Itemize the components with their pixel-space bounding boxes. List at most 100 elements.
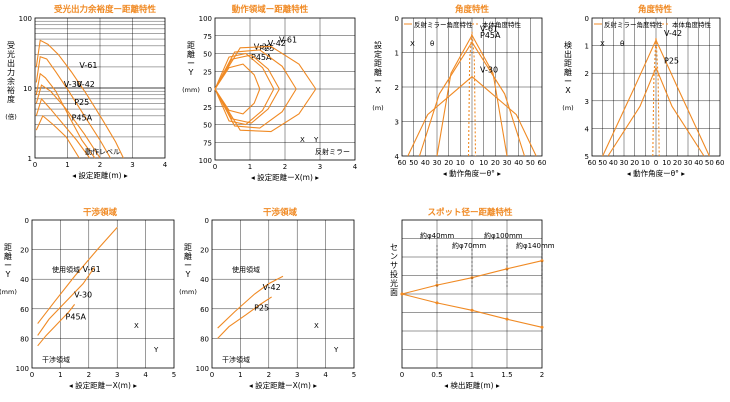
data-point: [470, 308, 474, 312]
series-line: [35, 114, 80, 159]
x-tick-label: 60: [588, 159, 597, 167]
y-tick-label: 4: [395, 153, 400, 161]
x-tick-label: 3: [318, 163, 322, 171]
svg-text:受: 受: [7, 40, 15, 50]
data-point: [400, 292, 404, 296]
y-tick-label: 50: [203, 122, 212, 130]
annotation-text: 約φ140mm: [516, 241, 555, 250]
series-line: [214, 88, 317, 133]
series-line: [217, 275, 284, 329]
x-axis-label: ◂ 動作角度ーθ° ▸: [627, 168, 685, 178]
x-tick-label: 30: [433, 159, 442, 167]
series-line: [37, 304, 76, 347]
series-line: [652, 37, 660, 157]
series-label: P25: [664, 57, 679, 66]
y-axis-unit: (mm): [0, 288, 17, 296]
plot-frame: [31, 219, 175, 369]
x-axis-label: ◂ 検出距離(m) ▸: [444, 380, 500, 390]
series-line: [407, 75, 537, 157]
svg-text:出: 出: [564, 49, 572, 59]
x-tick-label: 0: [210, 371, 214, 379]
x-tick-label: 60: [398, 159, 407, 167]
y-tick-label: 75: [203, 139, 212, 147]
x-tick-label: 0.5: [431, 371, 442, 379]
data-point: [435, 301, 439, 305]
x-tick-label: 20: [491, 159, 500, 167]
y-tick-label: 100: [16, 365, 29, 373]
annotation-text: 干渉領域: [222, 355, 250, 364]
series-line: [214, 88, 280, 124]
x-tick-label: 10: [479, 159, 488, 167]
y-tick-label: 10: [23, 85, 32, 93]
svg-text:定: 定: [374, 49, 382, 59]
data-point: [505, 317, 509, 321]
series-label: V-30: [480, 66, 498, 75]
y-tick-label: 5: [585, 153, 589, 161]
y-axis-label: 設定距離ーX: [374, 40, 382, 95]
y-tick-label: 50: [203, 51, 212, 59]
y-tick-label: 100: [199, 15, 212, 23]
annotation-text: X: [600, 40, 605, 48]
x-tick-label: 4: [353, 163, 358, 171]
annotation-text: 干渉領域: [42, 355, 70, 364]
series-label: P25: [74, 98, 89, 107]
series-line: [214, 52, 275, 90]
x-tick-label: 1: [58, 371, 62, 379]
x-tick-label: 40: [694, 159, 703, 167]
y-tick-label: 20: [200, 247, 209, 255]
x-tick-label: 2: [87, 371, 91, 379]
x-tick-label: 2: [283, 163, 287, 171]
series-line: [214, 88, 275, 126]
annotation-text: Y: [313, 136, 319, 144]
svg-text:距: 距: [374, 59, 382, 68]
series-line: [37, 267, 95, 336]
x-tick-label: 1: [470, 371, 474, 379]
svg-text:ー: ー: [374, 77, 382, 86]
y-tick-label: 1: [28, 155, 32, 163]
x-tick-label: 40: [609, 159, 618, 167]
annotation-text: Y: [153, 346, 159, 354]
annotation-text: θ: [430, 40, 434, 48]
x-tick-label: 3: [130, 161, 134, 169]
svg-text:X: X: [565, 86, 571, 95]
series-line: [35, 55, 111, 159]
series-label: P25: [254, 304, 269, 313]
annotation-text: 使用領域: [52, 265, 80, 274]
series-line: [418, 41, 526, 157]
series-line: [217, 296, 272, 339]
x-tick-label: 1: [65, 161, 69, 169]
annotation-text: 使用領域: [232, 265, 260, 274]
svg-text:度: 度: [7, 94, 15, 104]
x-tick-label: 50: [598, 159, 607, 167]
x-axis-label: ◂ 設定距離ーX(m) ▸: [249, 380, 317, 390]
plot-frame: [211, 219, 355, 369]
x-tick-label: 3: [295, 371, 299, 379]
chart-title: 受光出力余裕度ー距離特性: [54, 4, 157, 15]
series-label: P25: [259, 44, 274, 53]
svg-text:出: 出: [7, 58, 15, 68]
chart-title: スポット径ー距離特性: [427, 207, 513, 218]
svg-text:サ: サ: [390, 261, 398, 270]
y-tick-label: 80: [200, 335, 209, 343]
chart-title: 角度特性: [455, 4, 490, 15]
series-line: [607, 66, 705, 157]
x-tick-label: 10: [641, 159, 650, 167]
x-axis-label: ◂ 設定距離(m) ▸: [72, 170, 128, 180]
svg-text:設: 設: [374, 40, 382, 50]
x-tick-label: 50: [409, 159, 418, 167]
series-label: V-42: [263, 283, 281, 292]
svg-text:離: 離: [187, 49, 195, 59]
y-tick-label: 60: [200, 306, 209, 314]
y-axis-unit: (mm): [179, 288, 197, 296]
svg-text:離: 離: [184, 251, 192, 261]
series-line: [37, 227, 118, 324]
x-tick-label: 5: [172, 371, 176, 379]
x-tick-label: 30: [684, 159, 693, 167]
y-tick-label: 100: [196, 365, 209, 373]
svg-text:セ: セ: [390, 243, 398, 252]
svg-text:光: 光: [7, 49, 15, 59]
x-tick-label: 30: [503, 159, 512, 167]
legend-label: 反射ミラー角度特性: [414, 20, 473, 29]
